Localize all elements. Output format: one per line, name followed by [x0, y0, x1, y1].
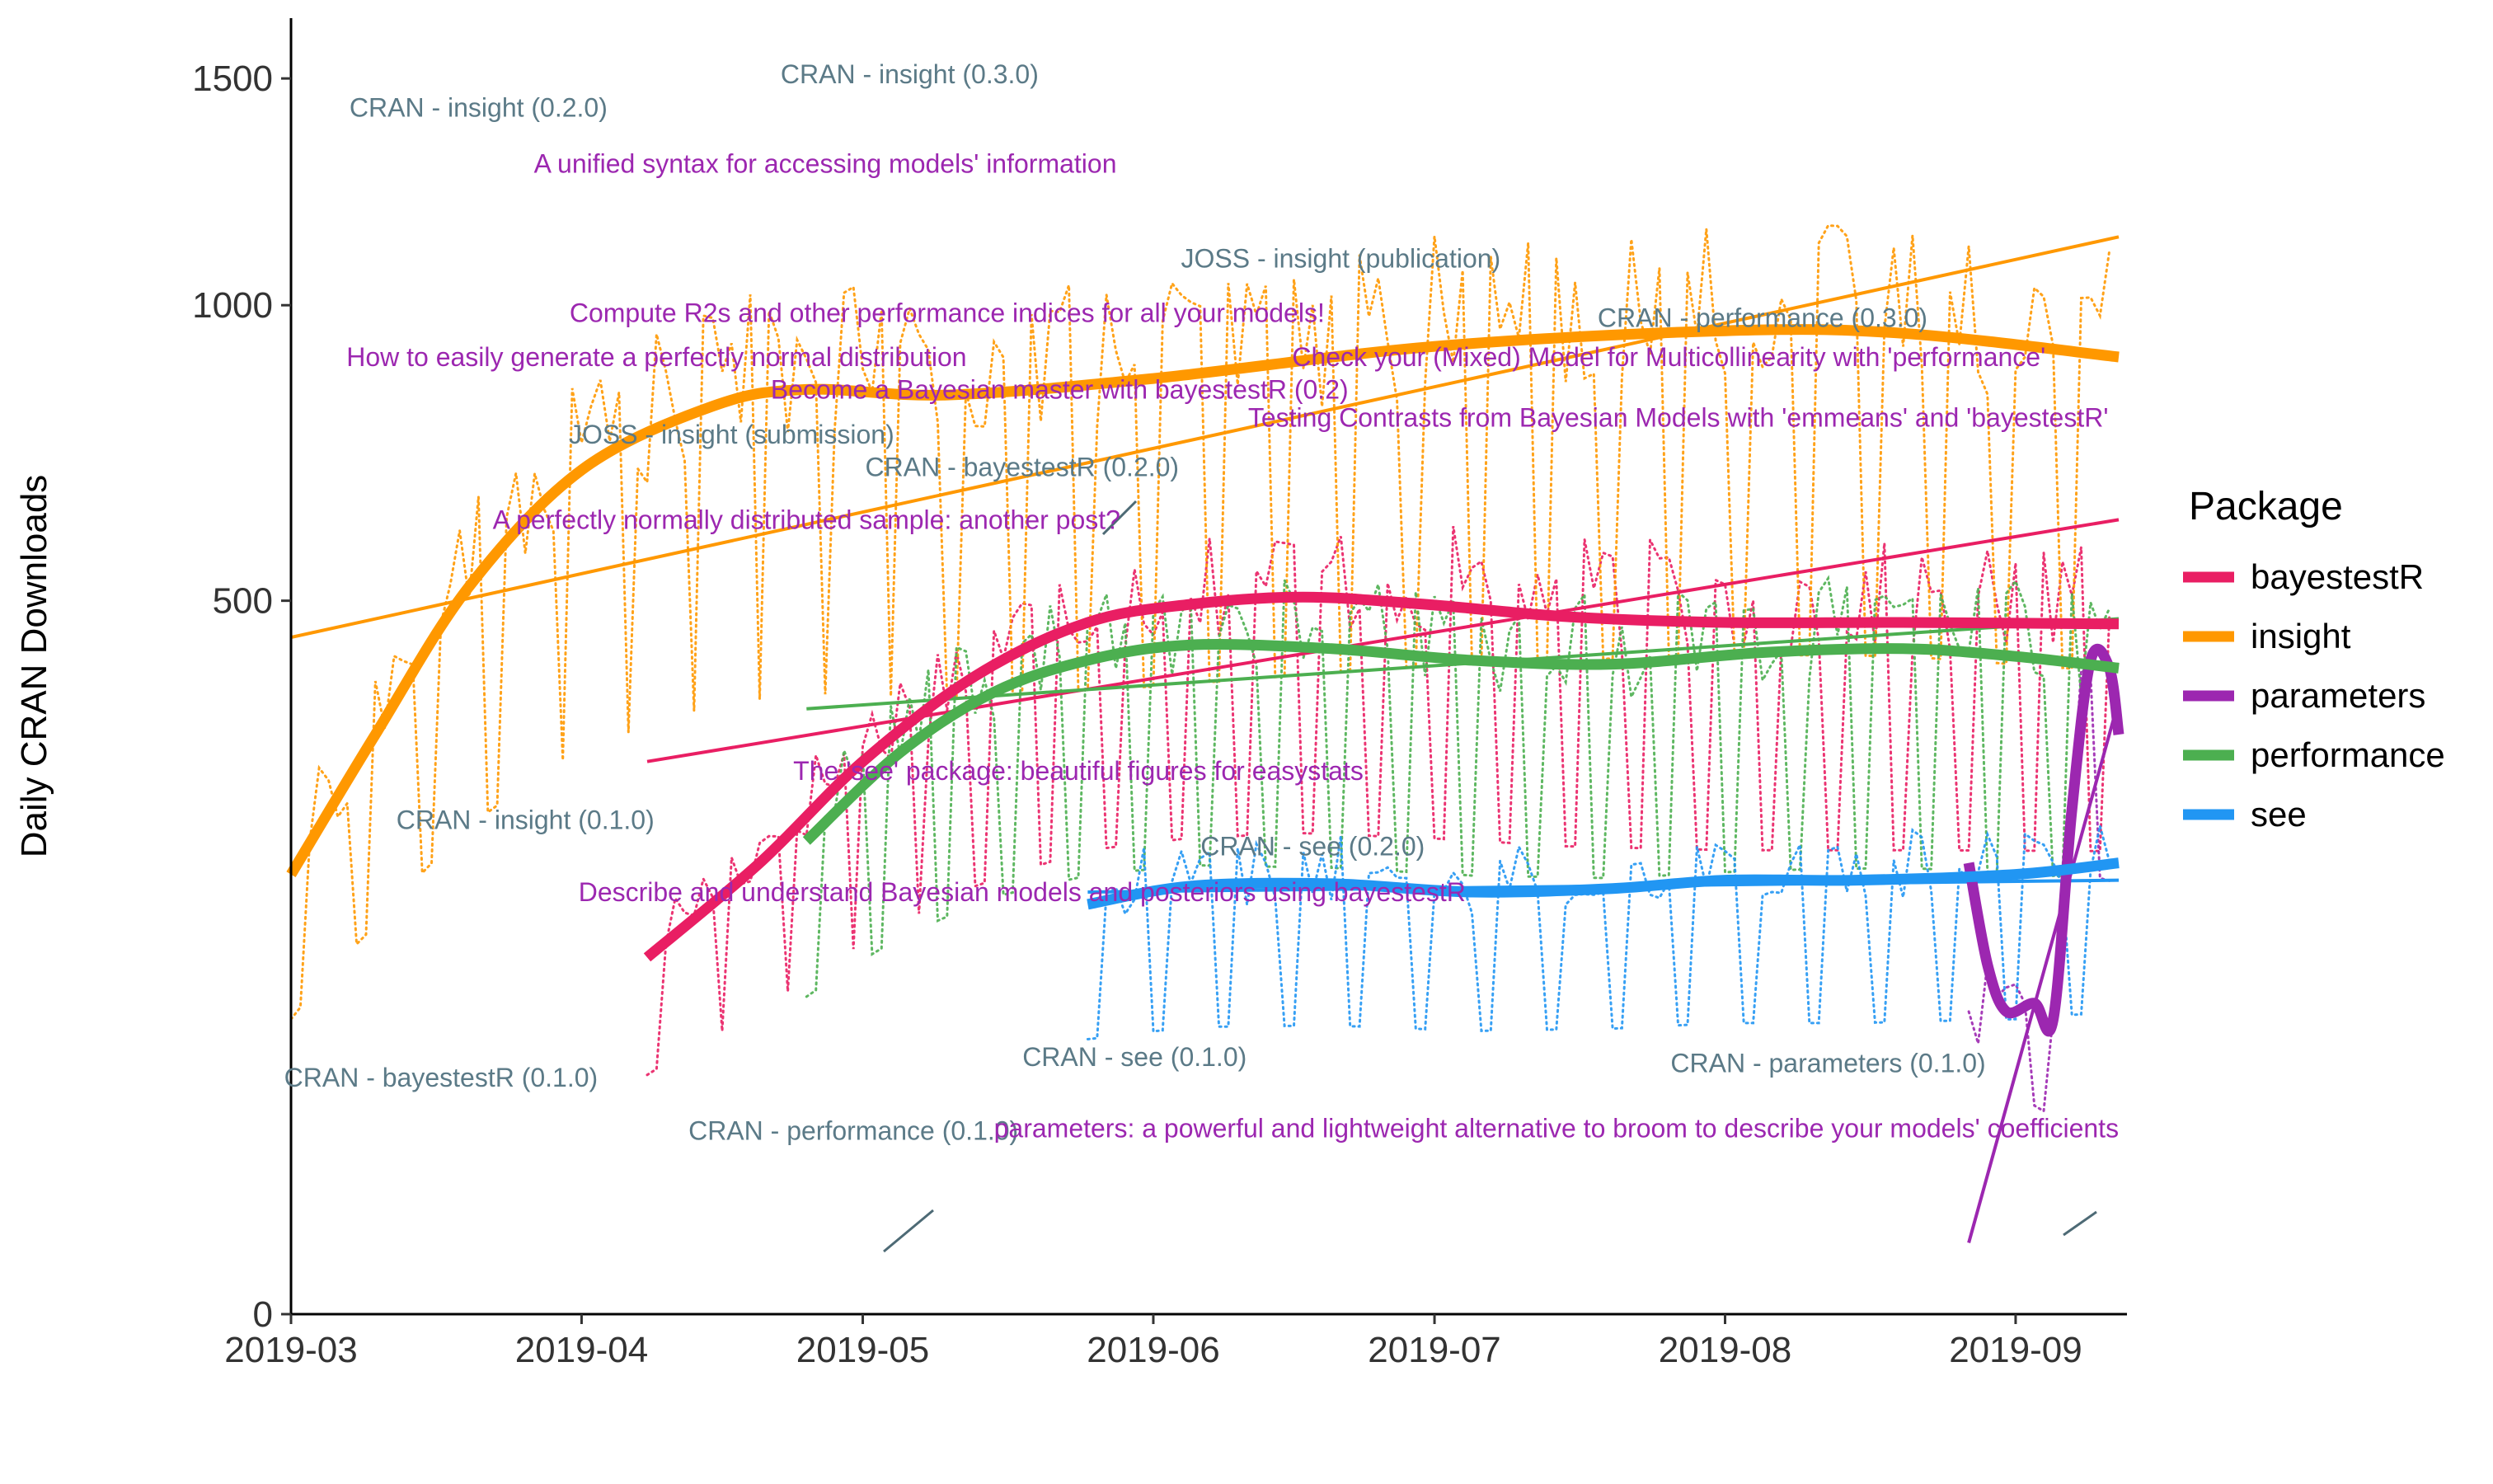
x-axis-ticks: 2019-03 2019-04 2019-05 2019-06 2019-07 2019-…	[224, 1314, 2082, 1370]
trend-line-bayestestr	[646, 518, 2120, 763]
legend-label-see: see	[2251, 795, 2307, 834]
x-tick-label: 2019-08	[1659, 1330, 1791, 1370]
y-axis-title: Daily CRAN Downloads	[14, 475, 54, 858]
release-annotation: CRAN - insight (0.2.0)	[350, 93, 608, 123]
release-annotation: CRAN - insight (0.3.0)	[781, 59, 1039, 89]
legend: Package bayestestR insight parameters perfo…	[2183, 485, 2445, 834]
x-tick-label: 2019-05	[796, 1330, 929, 1370]
post-annotation: Become a Bayesian master with bayestestR…	[771, 374, 1349, 404]
post-annotation: Check your (Mixed) Model for Multicollin…	[1292, 342, 2045, 372]
x-tick-label: 2019-07	[1368, 1330, 1500, 1370]
smooth-line-insight	[286, 324, 2120, 877]
post-annotation: A unified syntax for accessing models' i…	[534, 149, 1117, 179]
post-annotation: The 'see' package: beautiful figures for…	[793, 756, 1364, 786]
x-tick-label: 2019-06	[1087, 1330, 1219, 1370]
post-annotation: Describe and understand Bayesian models …	[579, 877, 1466, 907]
post-annotation: A perfectly normally distributed sample:…	[493, 505, 1120, 534]
smooth-line-bayestestr	[643, 591, 2120, 962]
event-annotations: CRAN - insight (0.4.0)CRAN - insight (0.…	[284, 59, 2119, 1146]
release-annotation: CRAN - bayestestR (0.2.0)	[866, 452, 1180, 481]
annotation-connector	[883, 1209, 934, 1253]
annotation-connectors	[883, 500, 2097, 1253]
smoothed-series	[286, 324, 2124, 1037]
x-tick-label: 2019-03	[224, 1330, 357, 1370]
post-annotation: Testing Contrasts from Bayesian Models w…	[1248, 402, 2109, 432]
trend-line-parameters	[1967, 700, 2120, 1243]
y-tick-label: 0	[253, 1294, 273, 1335]
legend-label-parameters: parameters	[2251, 676, 2425, 715]
post-annotation: parameters: a powerful and lightweight a…	[994, 1113, 2119, 1143]
smooth-line-performance	[802, 638, 2120, 845]
legend-label-performance: performance	[2251, 735, 2445, 774]
legend-label-insight: insight	[2251, 617, 2351, 655]
smooth-line-parameters	[1963, 643, 2124, 1037]
post-annotation: How to easily generate a perfectly norma…	[346, 342, 966, 372]
raw-line-parameters	[1967, 668, 2111, 1114]
post-annotation: Compute R2s and other performance indice…	[570, 298, 1325, 327]
release-annotation: CRAN - performance (0.1.0)	[688, 1116, 1018, 1146]
y-axis-ticks: 0 500 1000 1500	[192, 59, 291, 1335]
release-annotation: CRAN - bayestestR (0.1.0)	[284, 1063, 599, 1092]
x-tick-label: 2019-04	[515, 1330, 648, 1370]
smooth-line-see	[1087, 857, 2120, 910]
release-annotation: JOSS - insight (publication)	[1181, 243, 1500, 273]
release-annotation: CRAN - see (0.2.0)	[1200, 832, 1425, 862]
y-tick-label: 1500	[192, 59, 273, 99]
annotation-connector	[1101, 500, 1138, 536]
legend-label-bayestestr: bayestestR	[2251, 557, 2424, 596]
release-annotation: CRAN - see (0.1.0)	[1022, 1042, 1246, 1072]
annotation-connector	[2063, 1210, 2097, 1237]
release-annotation: JOSS - insight (submission)	[569, 420, 894, 449]
y-tick-label: 1000	[192, 285, 273, 326]
trend-line-insight	[290, 235, 2120, 640]
legend-title: Package	[2189, 485, 2343, 528]
raw-line-performance	[805, 575, 2111, 998]
y-tick-label: 500	[213, 581, 273, 622]
release-annotation: CRAN - insight (0.1.0)	[397, 805, 655, 834]
release-annotation: CRAN - parameters (0.1.0)	[1670, 1048, 1985, 1078]
x-tick-label: 2019-09	[1949, 1330, 2082, 1370]
release-annotation: CRAN - performance (0.3.0)	[1598, 303, 1927, 333]
raw-line-bayestestr	[646, 525, 2111, 1077]
